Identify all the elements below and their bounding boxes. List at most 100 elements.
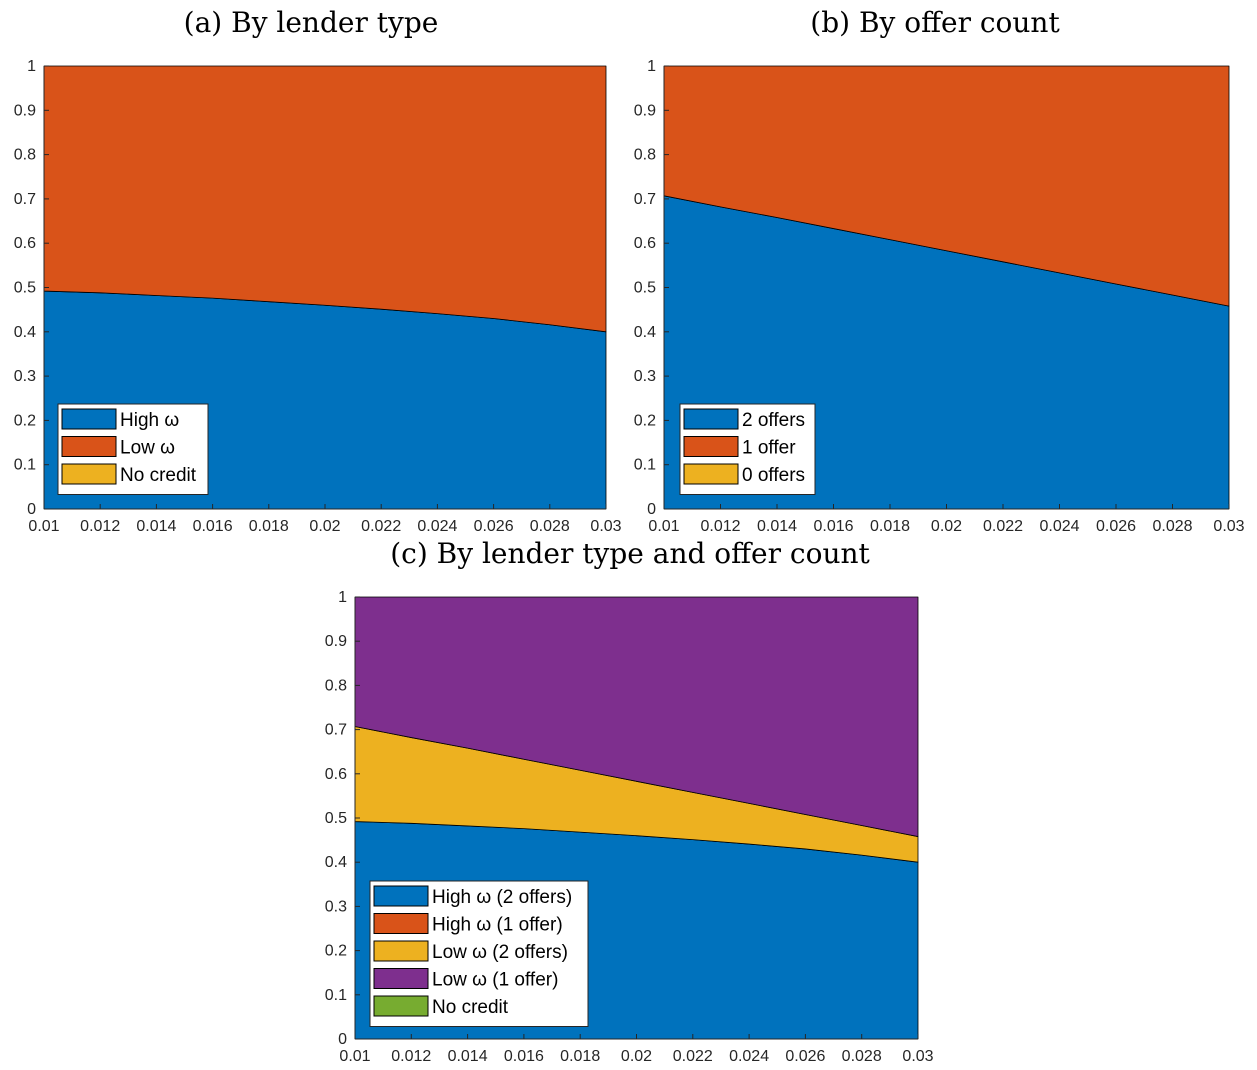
y-tick-label: 0.4 [634, 324, 656, 341]
legend-swatch [373, 995, 429, 1017]
x-tick-label: 0.03 [1213, 518, 1244, 535]
x-tick-label: 0.012 [391, 1048, 431, 1065]
x-tick-label: 0.014 [448, 1048, 488, 1065]
chart-b-title: (b) By offer count [810, 6, 1060, 39]
x-tick-label: 0.02 [931, 518, 962, 535]
x-tick-label: 0.026 [1096, 518, 1136, 535]
y-tick-label: 0.6 [325, 766, 347, 783]
y-tick-label: 0.9 [14, 102, 36, 119]
legend-label: Low ω [120, 438, 175, 459]
y-tick-label: 0.1 [14, 457, 36, 474]
x-tick-label: 0.026 [474, 518, 514, 535]
legend-swatch [683, 408, 739, 430]
x-tick-label: 0.018 [560, 1048, 600, 1065]
y-tick-label: 0 [27, 501, 36, 518]
x-tick-label: 0.024 [729, 1048, 769, 1065]
y-tick-label: 0.8 [634, 147, 656, 164]
y-tick-label: 0.3 [325, 898, 347, 915]
chart-c-title: (c) By lender type and offer count [390, 537, 870, 570]
x-tick-label: 0.016 [504, 1048, 544, 1065]
legend-swatch [373, 968, 429, 989]
y-tick-label: 0.6 [14, 235, 36, 252]
area-1-offer [663, 65, 1230, 307]
legend-label: High ω [120, 410, 179, 431]
y-tick-label: 0.2 [325, 943, 347, 960]
x-tick-label: 0.02 [621, 1048, 652, 1065]
legend-label: 0 offers [742, 465, 805, 486]
x-tick-label: 0.03 [902, 1048, 933, 1065]
legend-swatch [61, 408, 117, 430]
x-tick-label: 0.01 [28, 518, 59, 535]
y-tick-label: 0.7 [634, 191, 656, 208]
legend-label: 2 offers [742, 410, 805, 431]
x-tick-label: 0.016 [813, 518, 853, 535]
y-tick-label: 1 [27, 58, 36, 75]
y-tick-label: 0.2 [634, 412, 656, 429]
legend-label: No credit [432, 997, 509, 1018]
x-tick-label: 0.016 [193, 518, 233, 535]
legend-label: 1 offer [742, 438, 796, 459]
legend-swatch [683, 436, 739, 457]
legend: High ω (2 offers) High ω (1 offer) Low ω (… [369, 880, 589, 1027]
y-tick-label: 0.9 [325, 633, 347, 650]
y-tick-label: 0.7 [325, 722, 347, 739]
x-tick-label: 0.022 [983, 518, 1023, 535]
y-tick-label: 0.8 [325, 677, 347, 694]
y-tick-label: 0.5 [14, 280, 36, 297]
legend-swatch [683, 463, 739, 485]
legend-swatch [373, 913, 429, 934]
legend-swatch [373, 940, 429, 962]
y-tick-label: 0.5 [325, 810, 347, 827]
x-tick-label: 0.01 [339, 1048, 370, 1065]
y-tick-label: 1 [338, 589, 347, 606]
legend-label: Low ω (1 offer) [432, 970, 558, 991]
x-tick-label: 0.024 [1039, 518, 1079, 535]
y-tick-label: 0 [647, 501, 656, 518]
x-tick-label: 0.026 [785, 1048, 825, 1065]
y-tick-label: 0.6 [634, 235, 656, 252]
x-tick-label: 0.018 [870, 518, 910, 535]
area-low [43, 65, 607, 333]
x-tick-label: 0.028 [1152, 518, 1192, 535]
x-tick-label: 0.012 [700, 518, 740, 535]
chart-b: 0.01 0.012 0.014 0.016 0.018 0.02 0.022 0.024 0.… [634, 58, 1245, 535]
chart-a: 0.01 0.012 0.014 0.016 0.018 0.02 0.022 0.024 0.… [14, 58, 622, 535]
x-tick-label: 0.022 [361, 518, 401, 535]
legend-swatch [61, 436, 117, 457]
legend: High ω Low ω No credit [57, 403, 209, 495]
legend-label: No credit [120, 465, 197, 486]
legend-label: Low ω (2 offers) [432, 942, 568, 963]
y-tick-label: 0.2 [14, 412, 36, 429]
x-tick-label: 0.018 [249, 518, 289, 535]
y-tick-label: 0.5 [634, 280, 656, 297]
y-tick-label: 0 [338, 1031, 347, 1048]
y-tick-label: 0.3 [634, 368, 656, 385]
area-low-1-offer [354, 596, 919, 837]
x-tick-label: 0.012 [80, 518, 120, 535]
y-tick-label: 0.1 [634, 457, 656, 474]
x-tick-label: 0.03 [590, 518, 621, 535]
legend-swatch [373, 885, 429, 907]
y-tick-label: 0.7 [14, 191, 36, 208]
chart-a-title: (a) By lender type [183, 6, 439, 39]
x-tick-label: 0.02 [309, 518, 340, 535]
legend-swatch [61, 463, 117, 485]
y-tick-label: 0.9 [634, 102, 656, 119]
x-tick-label: 0.028 [842, 1048, 882, 1065]
x-tick-label: 0.022 [673, 1048, 713, 1065]
y-tick-label: 0.4 [14, 324, 36, 341]
y-tick-label: 0.1 [325, 987, 347, 1004]
x-tick-label: 0.014 [757, 518, 797, 535]
y-tick-label: 0.3 [14, 368, 36, 385]
x-tick-label: 0.028 [530, 518, 570, 535]
y-tick-label: 0.4 [325, 854, 347, 871]
legend: 2 offers 1 offer 0 offers [679, 403, 816, 495]
legend-label: High ω (2 offers) [432, 887, 572, 908]
x-tick-label: 0.014 [136, 518, 176, 535]
y-tick-label: 1 [647, 58, 656, 75]
chart-c: 0.01 0.012 0.014 0.016 0.018 0.02 0.022 0.024 0.… [325, 589, 934, 1065]
x-tick-label: 0.024 [417, 518, 457, 535]
x-tick-label: 0.01 [648, 518, 679, 535]
legend-label: High ω (1 offer) [432, 915, 563, 936]
